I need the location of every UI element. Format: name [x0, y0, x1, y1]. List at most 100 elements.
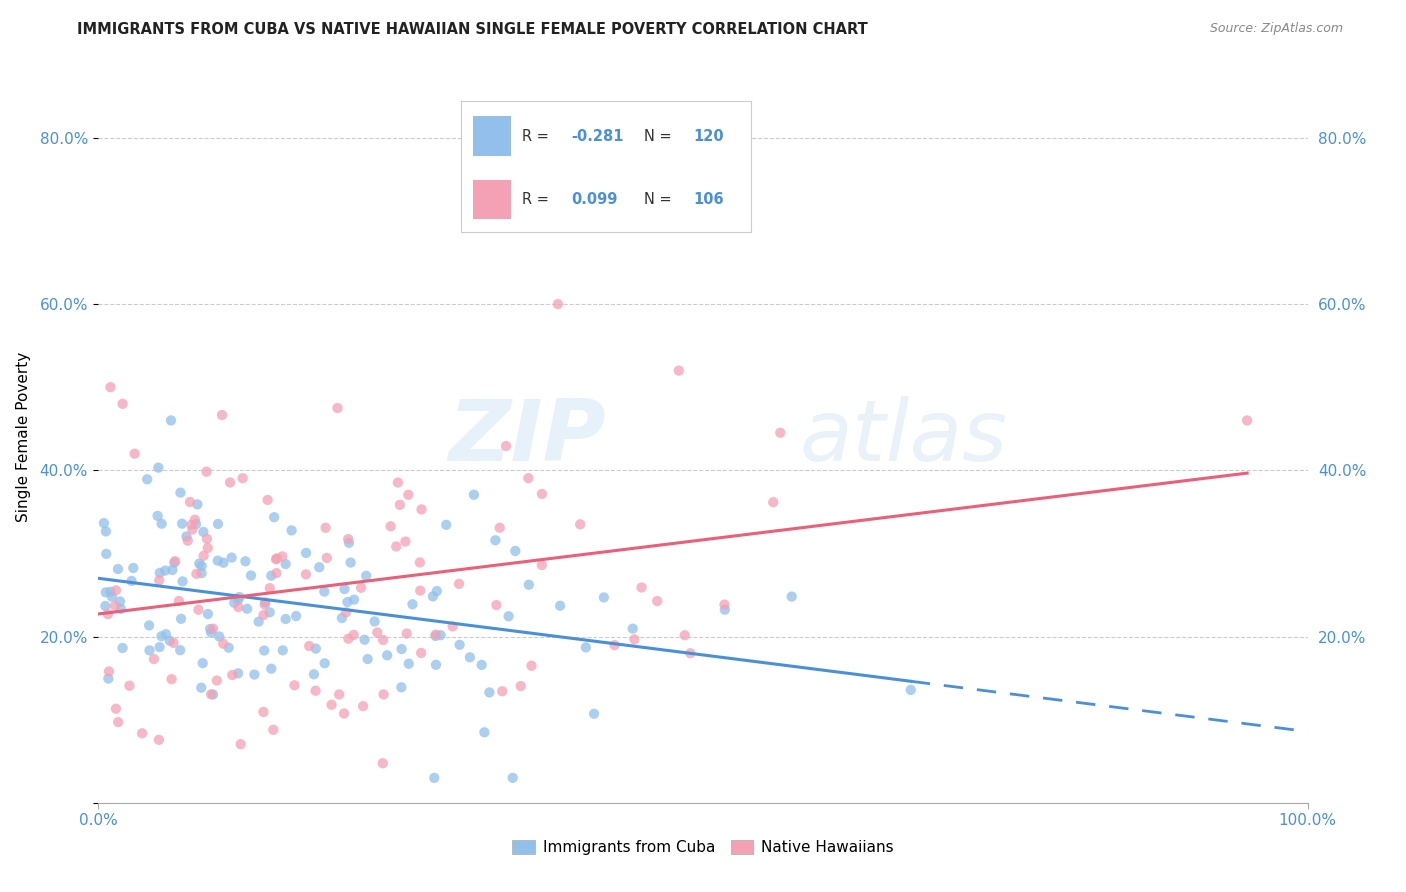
Point — [221, 668, 243, 682]
Point — [395, 626, 418, 640]
Point — [190, 566, 212, 581]
Point — [621, 622, 644, 636]
Point — [335, 605, 357, 619]
Point — [498, 609, 520, 624]
Point — [207, 516, 229, 531]
Point — [146, 508, 169, 523]
Point — [177, 533, 200, 548]
Point — [463, 488, 485, 502]
Point — [188, 557, 211, 571]
Point — [202, 688, 225, 702]
Point — [165, 554, 187, 568]
Point — [350, 581, 373, 595]
Point — [762, 495, 785, 509]
Point — [247, 615, 270, 629]
Point — [530, 558, 553, 572]
Point — [226, 666, 249, 681]
Point — [266, 566, 288, 580]
Point — [163, 556, 186, 570]
Point — [136, 472, 159, 486]
Point — [449, 577, 471, 591]
Point — [478, 685, 501, 699]
Point — [160, 672, 183, 686]
Point — [517, 578, 540, 592]
Point — [228, 590, 250, 604]
Point — [195, 532, 218, 546]
Point — [118, 679, 141, 693]
Point — [176, 529, 198, 543]
Point — [262, 723, 284, 737]
Point — [96, 547, 118, 561]
Point — [108, 594, 131, 608]
Point — [426, 584, 449, 599]
Point — [184, 517, 207, 532]
Point — [434, 517, 457, 532]
Point — [623, 632, 645, 647]
Point — [121, 574, 143, 588]
Point — [333, 582, 356, 596]
Point — [105, 583, 128, 598]
Point — [236, 601, 259, 615]
Point — [315, 550, 337, 565]
Point — [142, 652, 165, 666]
Point — [371, 756, 394, 771]
Point — [274, 612, 297, 626]
Point — [226, 592, 249, 607]
Point — [363, 615, 385, 629]
Point — [149, 640, 172, 654]
Point — [389, 680, 412, 694]
Point — [93, 516, 115, 530]
Point — [485, 598, 508, 612]
Point — [193, 524, 215, 539]
Point — [510, 214, 533, 228]
Point — [149, 566, 172, 580]
Point — [197, 541, 219, 555]
Legend: Immigrants from Cuba, Native Hawaiians: Immigrants from Cuba, Native Hawaiians — [506, 833, 900, 862]
Point — [235, 554, 257, 568]
Point — [148, 732, 170, 747]
Point — [191, 656, 214, 670]
Point — [411, 646, 433, 660]
Point — [380, 519, 402, 533]
Point — [243, 667, 266, 681]
Point — [449, 638, 471, 652]
Point — [471, 657, 494, 672]
Point — [780, 590, 803, 604]
Point — [218, 640, 240, 655]
Point — [398, 657, 420, 671]
Point — [352, 699, 374, 714]
Point — [280, 524, 302, 538]
Point — [138, 618, 160, 632]
Text: Source: ZipAtlas.com: Source: ZipAtlas.com — [1209, 22, 1343, 36]
Point — [124, 447, 146, 461]
Point — [224, 596, 246, 610]
Point — [274, 557, 297, 571]
Point — [253, 598, 276, 612]
Point — [285, 609, 308, 624]
Point — [259, 581, 281, 595]
Point — [111, 397, 134, 411]
Point — [343, 592, 366, 607]
Point — [385, 540, 408, 554]
Point — [155, 627, 177, 641]
Point — [97, 607, 120, 621]
Point — [205, 673, 228, 688]
Point — [425, 629, 447, 643]
Point — [321, 698, 343, 712]
Point — [396, 488, 419, 502]
Point — [336, 595, 359, 609]
Point — [159, 633, 181, 648]
Point — [1236, 413, 1258, 427]
Point — [259, 605, 281, 619]
Point — [172, 574, 194, 589]
Point — [520, 658, 543, 673]
Point — [253, 643, 276, 657]
Point — [314, 657, 336, 671]
Point — [458, 650, 481, 665]
Point — [425, 657, 447, 672]
Point — [94, 524, 117, 539]
Point — [422, 590, 444, 604]
Point — [160, 413, 183, 427]
Point — [186, 566, 208, 581]
Point — [200, 687, 222, 701]
